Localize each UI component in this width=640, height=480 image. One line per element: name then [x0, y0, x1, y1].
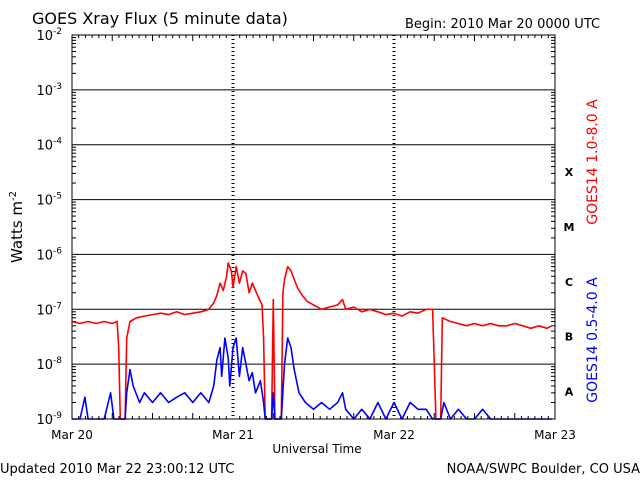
flare-class-label: M	[564, 221, 575, 234]
y-tick-label: 10-8	[36, 356, 62, 373]
series-line-short	[72, 337, 552, 420]
y-tick-label: 10-5	[36, 192, 62, 209]
x-tick-label: Mar 23	[534, 428, 576, 442]
x-tick-label: Mar 20	[51, 428, 93, 442]
updated-text: Updated 2010 Mar 22 23:00:12 UTC	[0, 462, 234, 477]
y-tick-label: 10-9	[36, 411, 62, 428]
flare-class-label: X	[565, 166, 574, 179]
credit-text: NOAA/SWPC Boulder, CO USA	[447, 462, 640, 477]
y-tick-label: 10-7	[36, 301, 62, 318]
flare-class-label: B	[565, 331, 573, 344]
plot-frame	[71, 34, 556, 420]
legend-short-channel: GOES14 0.5-4.0 A	[585, 277, 601, 403]
legend-long-channel: GOES14 1.0-8.0 A	[585, 99, 601, 225]
flare-class-label: A	[565, 386, 574, 399]
x-axis-label: Universal Time	[272, 442, 361, 456]
x-tick-label: Mar 22	[373, 428, 415, 442]
series-line-long	[71, 262, 553, 420]
y-tick-label: 10-3	[36, 82, 62, 99]
x-tick-label: Mar 21	[212, 428, 254, 442]
y-tick-label: 10-4	[36, 137, 62, 154]
begin-time: Begin: 2010 Mar 20 0000 UTC	[405, 17, 600, 32]
y-axis-label: Watts m-2	[8, 191, 26, 263]
flare-class-label: C	[565, 276, 573, 289]
y-tick-label: 10-2	[36, 27, 62, 44]
y-tick-label: 10-6	[36, 246, 62, 263]
chart-title: GOES Xray Flux (5 minute data)	[32, 9, 288, 28]
